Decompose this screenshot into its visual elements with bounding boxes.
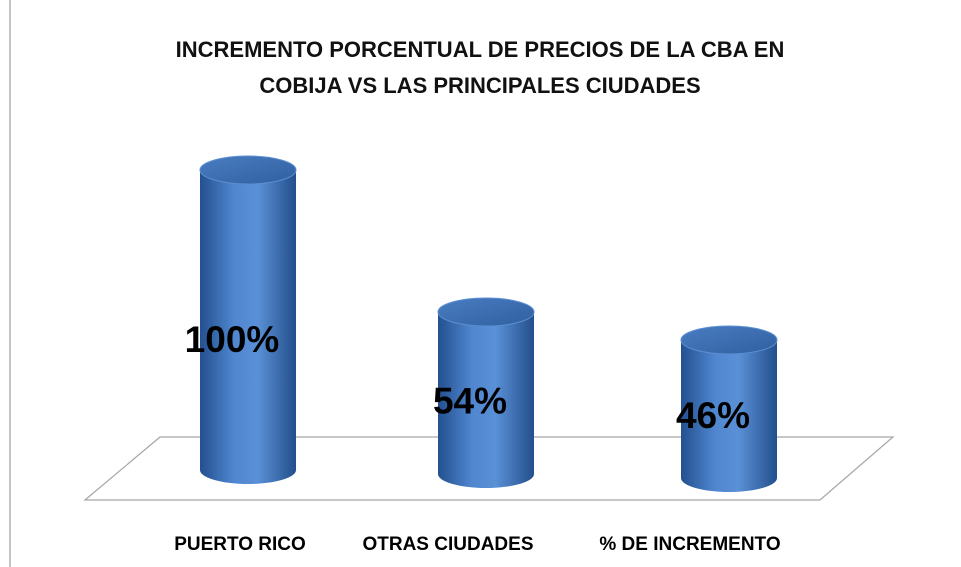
bar: [681, 340, 777, 478]
bar: [200, 170, 296, 470]
bars: 100% 54% 46%: [185, 155, 778, 492]
cylinder-top: [437, 297, 535, 327]
cylinder-top: [680, 325, 778, 355]
chart-title: INCREMENTO PORCENTUAL DE PRECIOS DE LA C…: [175, 37, 785, 98]
cylinder: [680, 325, 778, 492]
x-tick-label: PUERTO RICO: [174, 534, 306, 555]
x-tick-label: % DE INCREMENTO: [599, 534, 780, 555]
x-tick-label: OTRAS CIUDADES: [362, 534, 533, 555]
cylinder: [199, 155, 297, 484]
cylinder: [437, 297, 535, 488]
data-label: 46%: [676, 395, 750, 436]
data-label: 54%: [433, 381, 507, 422]
bar: [438, 312, 534, 474]
cylinder-top: [199, 155, 297, 185]
data-label: 100%: [185, 319, 280, 360]
